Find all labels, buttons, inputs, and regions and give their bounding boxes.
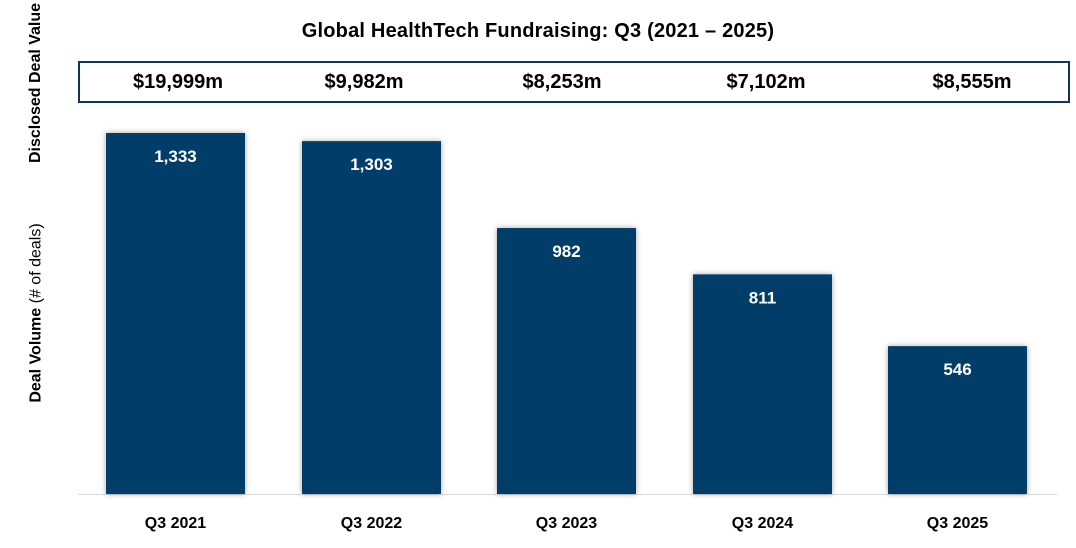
deal-value-q3-2025: $8,555m bbox=[932, 71, 1012, 93]
bar-q3-2024 bbox=[693, 274, 832, 494]
x-tick-label-q3-2024: Q3 2024 bbox=[732, 515, 793, 532]
deal-value-q3-2023: $8,253m bbox=[522, 71, 602, 93]
bar-q3-2023 bbox=[497, 228, 636, 494]
data-label-q3-2024: 811 bbox=[749, 288, 776, 307]
data-label-q3-2023: 982 bbox=[552, 242, 580, 261]
x-tick-label-q3-2023: Q3 2023 bbox=[536, 515, 597, 532]
bar-q3-2021 bbox=[106, 133, 245, 494]
data-label-q3-2022: 1,303 bbox=[350, 155, 393, 174]
deal-value-q3-2021: $19,999m bbox=[132, 71, 224, 93]
bar-q3-2025 bbox=[888, 346, 1027, 494]
deal-value-q3-2024: $7,102m bbox=[726, 71, 806, 93]
x-tick-label-q3-2025: Q3 2025 bbox=[927, 515, 988, 532]
data-label-q3-2021: 1,333 bbox=[154, 147, 197, 166]
disclosed-deal-value-box: $19,999m $9,982m $8,253m $7,102m $8,555m bbox=[78, 61, 1070, 103]
deal-value-q3-2022: $9,982m bbox=[324, 71, 404, 93]
bar-q3-2022 bbox=[302, 141, 441, 495]
x-tick-label-q3-2021: Q3 2021 bbox=[145, 515, 206, 532]
data-label-q3-2025: 546 bbox=[943, 360, 971, 379]
chart-title: Global HealthTech Fundraising: Q3 (2021 … bbox=[301, 20, 775, 42]
x-tick-label-q3-2022: Q3 2022 bbox=[341, 515, 402, 532]
